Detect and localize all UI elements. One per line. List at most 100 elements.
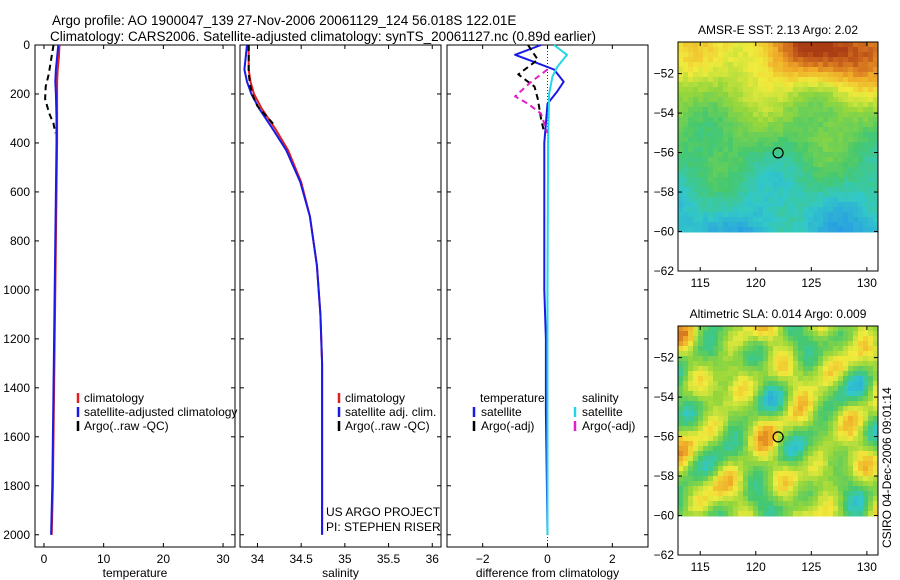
sst-map-heat-cell [778,82,784,88]
sla-map-heat-cell [848,446,854,452]
sla-map-heat-cell [693,356,699,362]
sla-map-heat-cell [848,331,854,337]
sst-map-y-tick-label: −54 [654,106,675,120]
sla-map-heat-cell [743,471,749,477]
sst-map-heat-cell [738,227,744,233]
sla-map-heat-cell [683,401,689,407]
sla-map-heat-cell [728,391,734,397]
sla-map-heat-cell [743,501,749,507]
sst-map-heat-cell [818,202,824,208]
sst-map-heat-cell [838,142,844,148]
sla-map-heat-cell [758,326,764,332]
sst-map-heat-cell [738,92,744,98]
sst-map-heat-cell [713,67,719,73]
sst-map-heat-cell [758,132,764,138]
sla-map-heat-cell [868,496,874,502]
sla-map-heat-cell [718,396,724,402]
sla-map-heat-cell [798,331,804,337]
sst-map-heat-cell [713,152,719,158]
sst-map-heat-cell [703,87,709,93]
sla-map-heat-cell [718,436,724,442]
sla-map-heat-cell [823,511,829,517]
sla-map-heat-cell [858,396,864,402]
sla-map-heat-cell [683,456,689,462]
sst-map-heat-cell [863,217,869,223]
sst-map-heat-cell [753,87,759,93]
sst-map-heat-cell [823,212,829,218]
sla-map-heat-cell [698,496,704,502]
sla-map-heat-cell [763,336,769,342]
sst-map-heat-cell [813,202,819,208]
sla-map-heat-cell [803,406,809,412]
sla-map-heat-cell [733,351,739,357]
sla-map-heat-cell [753,361,759,367]
sla-map-heat-cell [733,496,739,502]
sla-map-heat-cell [813,386,819,392]
sla-map-heat-cell [823,391,829,397]
sla-map-heat-cell [758,421,764,427]
sst-map-heat-cell [748,142,754,148]
sla-map-heat-cell [863,471,869,477]
legend-label: climatology [84,391,144,405]
sla-map-heat-cell [678,401,684,407]
sla-map-heat-cell [848,381,854,387]
sla-map-heat-cell [728,406,734,412]
sla-map-heat-cell [818,401,824,407]
sst-map-heat-cell [833,102,839,108]
sst-map-heat-cell [738,172,744,178]
sst-map-heat-cell [728,67,734,73]
sst-map-heat-cell [723,107,729,113]
sla-map-heat-cell [763,436,769,442]
sst-map-heat-cell [723,42,729,48]
sst-map-heat-cell [803,107,809,113]
sla-map-heat-cell [778,451,784,457]
sst-map-heat-cell [723,47,729,53]
sla-map-heat-cell [873,471,879,477]
sla-map-heat-cell [688,451,694,457]
sla-map-heat-cell [728,416,734,422]
sla-map-heat-cell [858,451,864,457]
sla-map-heat-cell [848,351,854,357]
sla-map-heat-cell [858,366,864,372]
sst-map-heat-cell [808,137,814,143]
sla-map-heat-cell [743,366,749,372]
sst-map-heat-cell [823,202,829,208]
sla-map-heat-cell [718,446,724,452]
sla-map-heat-cell [828,326,834,332]
sla-map-heat-cell [713,471,719,477]
sst-map-heat-cell [828,62,834,68]
sst-map-heat-cell [748,157,754,163]
sla-map-heat-cell [853,406,859,412]
sla-map-heat-cell [758,506,764,512]
sst-map-heat-cell [808,117,814,123]
sst-map-heat-cell [783,82,789,88]
sla-map-heat-cell [763,376,769,382]
sla-map-heat-cell [868,451,874,457]
sla-map-heat-cell [838,416,844,422]
sst-map-heat-cell [728,147,734,153]
sst-map-heat-cell [813,97,819,103]
sst-map-heat-cell [833,132,839,138]
sla-map-heat-cell [838,401,844,407]
sla-map-heat-cell [738,451,744,457]
sst-map-heat-cell [798,92,804,98]
sla-map-heat-cell [833,341,839,347]
sla-map-heat-cell [738,356,744,362]
sla-map-heat-cell [698,486,704,492]
sla-map-heat-cell [728,346,734,352]
sla-map-heat-cell [728,331,734,337]
sst-map-heat-cell [763,42,769,48]
sla-map-heat-cell [688,366,694,372]
sla-map-heat-cell [853,421,859,427]
sst-map-heat-cell [838,122,844,128]
sst-map-heat-cell [718,207,724,213]
sst-map-heat-cell [728,202,734,208]
sst-map-heat-cell [823,72,829,78]
sst-map-heat-cell [848,172,854,178]
sst-map-heat-cell [733,77,739,83]
sst-map-heat-cell [713,187,719,193]
sst-map-heat-cell [743,157,749,163]
sla-map-heat-cell [688,371,694,377]
sst-map-heat-cell [718,217,724,223]
sla-map-heat-cell [773,466,779,472]
